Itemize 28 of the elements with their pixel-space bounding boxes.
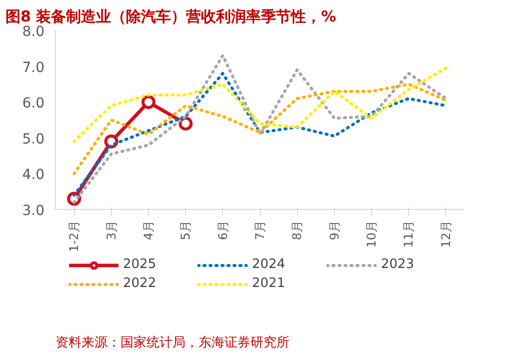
x-tick-label: 8月 [290, 220, 304, 240]
x-tick-label: 6月 [216, 220, 230, 240]
point [141, 95, 156, 110]
point [178, 116, 193, 131]
x-tick-label: 7月 [253, 220, 267, 240]
y-tick-label: 7.0 [22, 60, 44, 76]
chart-title: 图8 装备制造业（除汽车）营收利润率季节性，% [6, 8, 336, 26]
x-tick-label: 4月 [141, 220, 156, 240]
legend-label: 2024 [252, 257, 286, 272]
y-tick-label: 5.0 [22, 131, 44, 148]
x-tick-label: 10月 [364, 220, 379, 248]
text: 资料来源：国家统计局，东海证券研究所 [56, 334, 290, 350]
x-tick-label: 1-2月 [67, 220, 82, 252]
line-series [72, 66, 448, 143]
y-tick-label: 3.0 [22, 203, 44, 219]
x-tick-label: 9月 [327, 220, 342, 240]
legend-label: 2023 [381, 257, 416, 272]
x-tick-label: 11月 [402, 220, 416, 248]
y-tick-label: 6.0 [22, 96, 44, 112]
legend-label: 2025 [123, 257, 158, 272]
y-tick-label: 4.0 [22, 167, 44, 184]
legend-label: 2022 [123, 276, 158, 291]
x-tick-label: 12月 [438, 220, 453, 248]
legend-label: 2021 [252, 276, 286, 291]
x-tick-label: 3月 [104, 220, 118, 240]
x-tick-label: 5月 [178, 220, 193, 240]
y-tick-label: 8.0 [22, 24, 44, 40]
line-series [72, 82, 448, 176]
